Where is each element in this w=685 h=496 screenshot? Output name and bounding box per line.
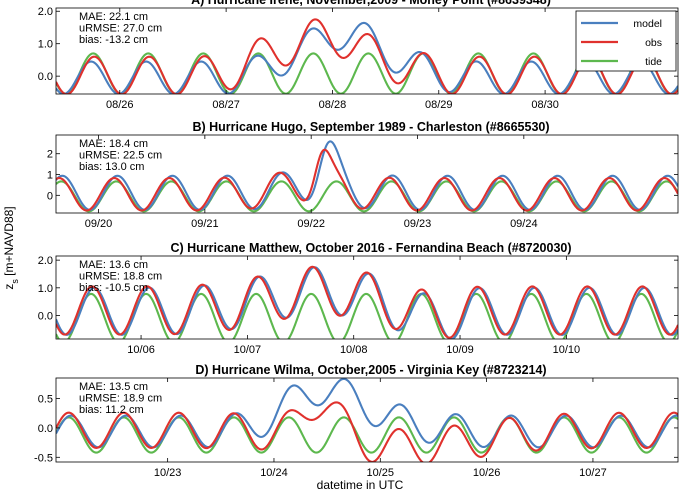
panel-stat-text: MAE: 13.5 cm xyxy=(79,381,148,393)
x-tick-label: 09/20 xyxy=(85,218,113,230)
y-tick-label: 0.5 xyxy=(38,394,53,406)
series-model-line xyxy=(56,21,678,94)
legend: model obs tide xyxy=(575,10,677,72)
y-tick-label: 2 xyxy=(47,149,53,161)
x-tick-label: 08/26 xyxy=(106,99,134,111)
panel-stat-text: uRMSE: 18.9 cm xyxy=(79,393,162,405)
series-model-line xyxy=(56,378,678,449)
panel-stat-text: uRMSE: 18.8 cm xyxy=(79,271,162,283)
panel-stat-text: MAE: 22.1 cm xyxy=(79,11,148,23)
plot-area xyxy=(56,256,678,339)
panel-title: C) Hurricane Matthew, October 2016 - Fer… xyxy=(170,241,571,255)
panel-stat-text: bias: -10.5 cm xyxy=(79,282,148,294)
y-tick-label: 1.0 xyxy=(38,283,53,295)
y-tick-label: 1 xyxy=(47,170,53,182)
series-model-line xyxy=(56,266,678,339)
series-obs-line xyxy=(56,401,678,462)
panel-title: A) Hurricane Irene, November,2009 - Mone… xyxy=(191,0,551,7)
x-tick-label: 09/21 xyxy=(191,218,219,230)
series-tide-line xyxy=(56,416,678,454)
y-tick-label: 0.0 xyxy=(38,310,53,322)
panel-c: 10/06 10/07 10/08 10/09 10/10 0.0 1.0 2.0 C) Hur… xyxy=(38,241,679,356)
y-axis-label-units: [m+NAVD88] xyxy=(2,206,16,279)
series-obs-line xyxy=(56,265,678,339)
x-axis-label: datetime in UTC xyxy=(317,478,404,492)
x-tick-label: 08/30 xyxy=(531,99,559,111)
axes-frame xyxy=(55,134,679,214)
series-obs-line xyxy=(56,18,678,94)
y-axis-label: zs [m+NAVD88] xyxy=(2,206,20,289)
panel-title: B) Hurricane Hugo, September 1989 - Char… xyxy=(192,120,549,134)
panel-a: 08/26 08/27 08/28 08/29 08/30 0.0 1.0 2.0 A) Hur… xyxy=(38,0,679,111)
y-tick-label: 2.0 xyxy=(38,255,53,267)
y-tick-label: 2.0 xyxy=(38,6,53,18)
legend-label-tide: tide xyxy=(645,56,662,68)
y-tick-label: 0 xyxy=(47,190,53,202)
y-tick-label: 0.0 xyxy=(38,71,53,83)
panel-stat-text: MAE: 13.6 cm xyxy=(79,259,148,271)
x-tick-label: 10/24 xyxy=(260,467,288,479)
axes-frame xyxy=(55,377,679,463)
x-tick-label: 09/23 xyxy=(404,218,432,230)
x-tick-label: 10/08 xyxy=(340,344,368,356)
x-tick-label: 10/26 xyxy=(473,467,501,479)
x-tick-label: 10/25 xyxy=(367,467,395,479)
plot-area xyxy=(56,135,678,213)
series-obs-line xyxy=(56,148,678,212)
x-tick-label: 08/27 xyxy=(212,99,240,111)
x-tick-label: 08/28 xyxy=(319,99,347,111)
x-tick-label: 10/07 xyxy=(234,344,262,356)
panel-b: 09/20 09/21 09/22 09/23 09/24 0 1 2 B) Hurricane… xyxy=(47,120,679,230)
series-model-line xyxy=(56,140,678,211)
axes-frame xyxy=(55,7,679,95)
panel-stat-text: bias: -13.2 cm xyxy=(79,34,148,46)
x-tick-label: 09/22 xyxy=(297,218,325,230)
x-tick-label: 08/29 xyxy=(425,99,453,111)
panel-d: 10/23 10/24 10/25 10/26 10/27 -0.5 0.0 0.5 D) Hu… xyxy=(34,363,679,479)
y-axis-label-symbol: z xyxy=(2,284,16,290)
y-tick-label: 1.0 xyxy=(38,39,53,51)
y-axis-label-subscript: s xyxy=(10,279,20,284)
panel-stat-text: uRMSE: 22.5 cm xyxy=(79,150,162,162)
y-tick-label: 0.0 xyxy=(38,423,53,435)
x-tick-label: 10/27 xyxy=(579,467,607,479)
panel-stat-text: MAE: 18.4 cm xyxy=(79,138,148,150)
panel-stat-text: bias: 13.0 cm xyxy=(79,161,144,173)
x-tick-label: 10/23 xyxy=(154,467,182,479)
axes-frame xyxy=(55,255,679,340)
panel-stat-text: bias: 11.2 cm xyxy=(79,404,144,416)
x-tick-label: 10/06 xyxy=(127,344,155,356)
panel-title: D) Hurricane Wilma, October,2005 - Virgi… xyxy=(195,363,546,377)
x-tick-label: 09/24 xyxy=(510,218,538,230)
x-tick-label: 10/09 xyxy=(446,344,474,356)
legend-label-obs: obs xyxy=(645,37,662,49)
y-tick-label: -0.5 xyxy=(34,452,53,464)
panel-stat-text: uRMSE: 27.0 cm xyxy=(79,23,162,35)
legend-label-model: model xyxy=(633,18,662,30)
x-tick-label: 10/10 xyxy=(553,344,581,356)
